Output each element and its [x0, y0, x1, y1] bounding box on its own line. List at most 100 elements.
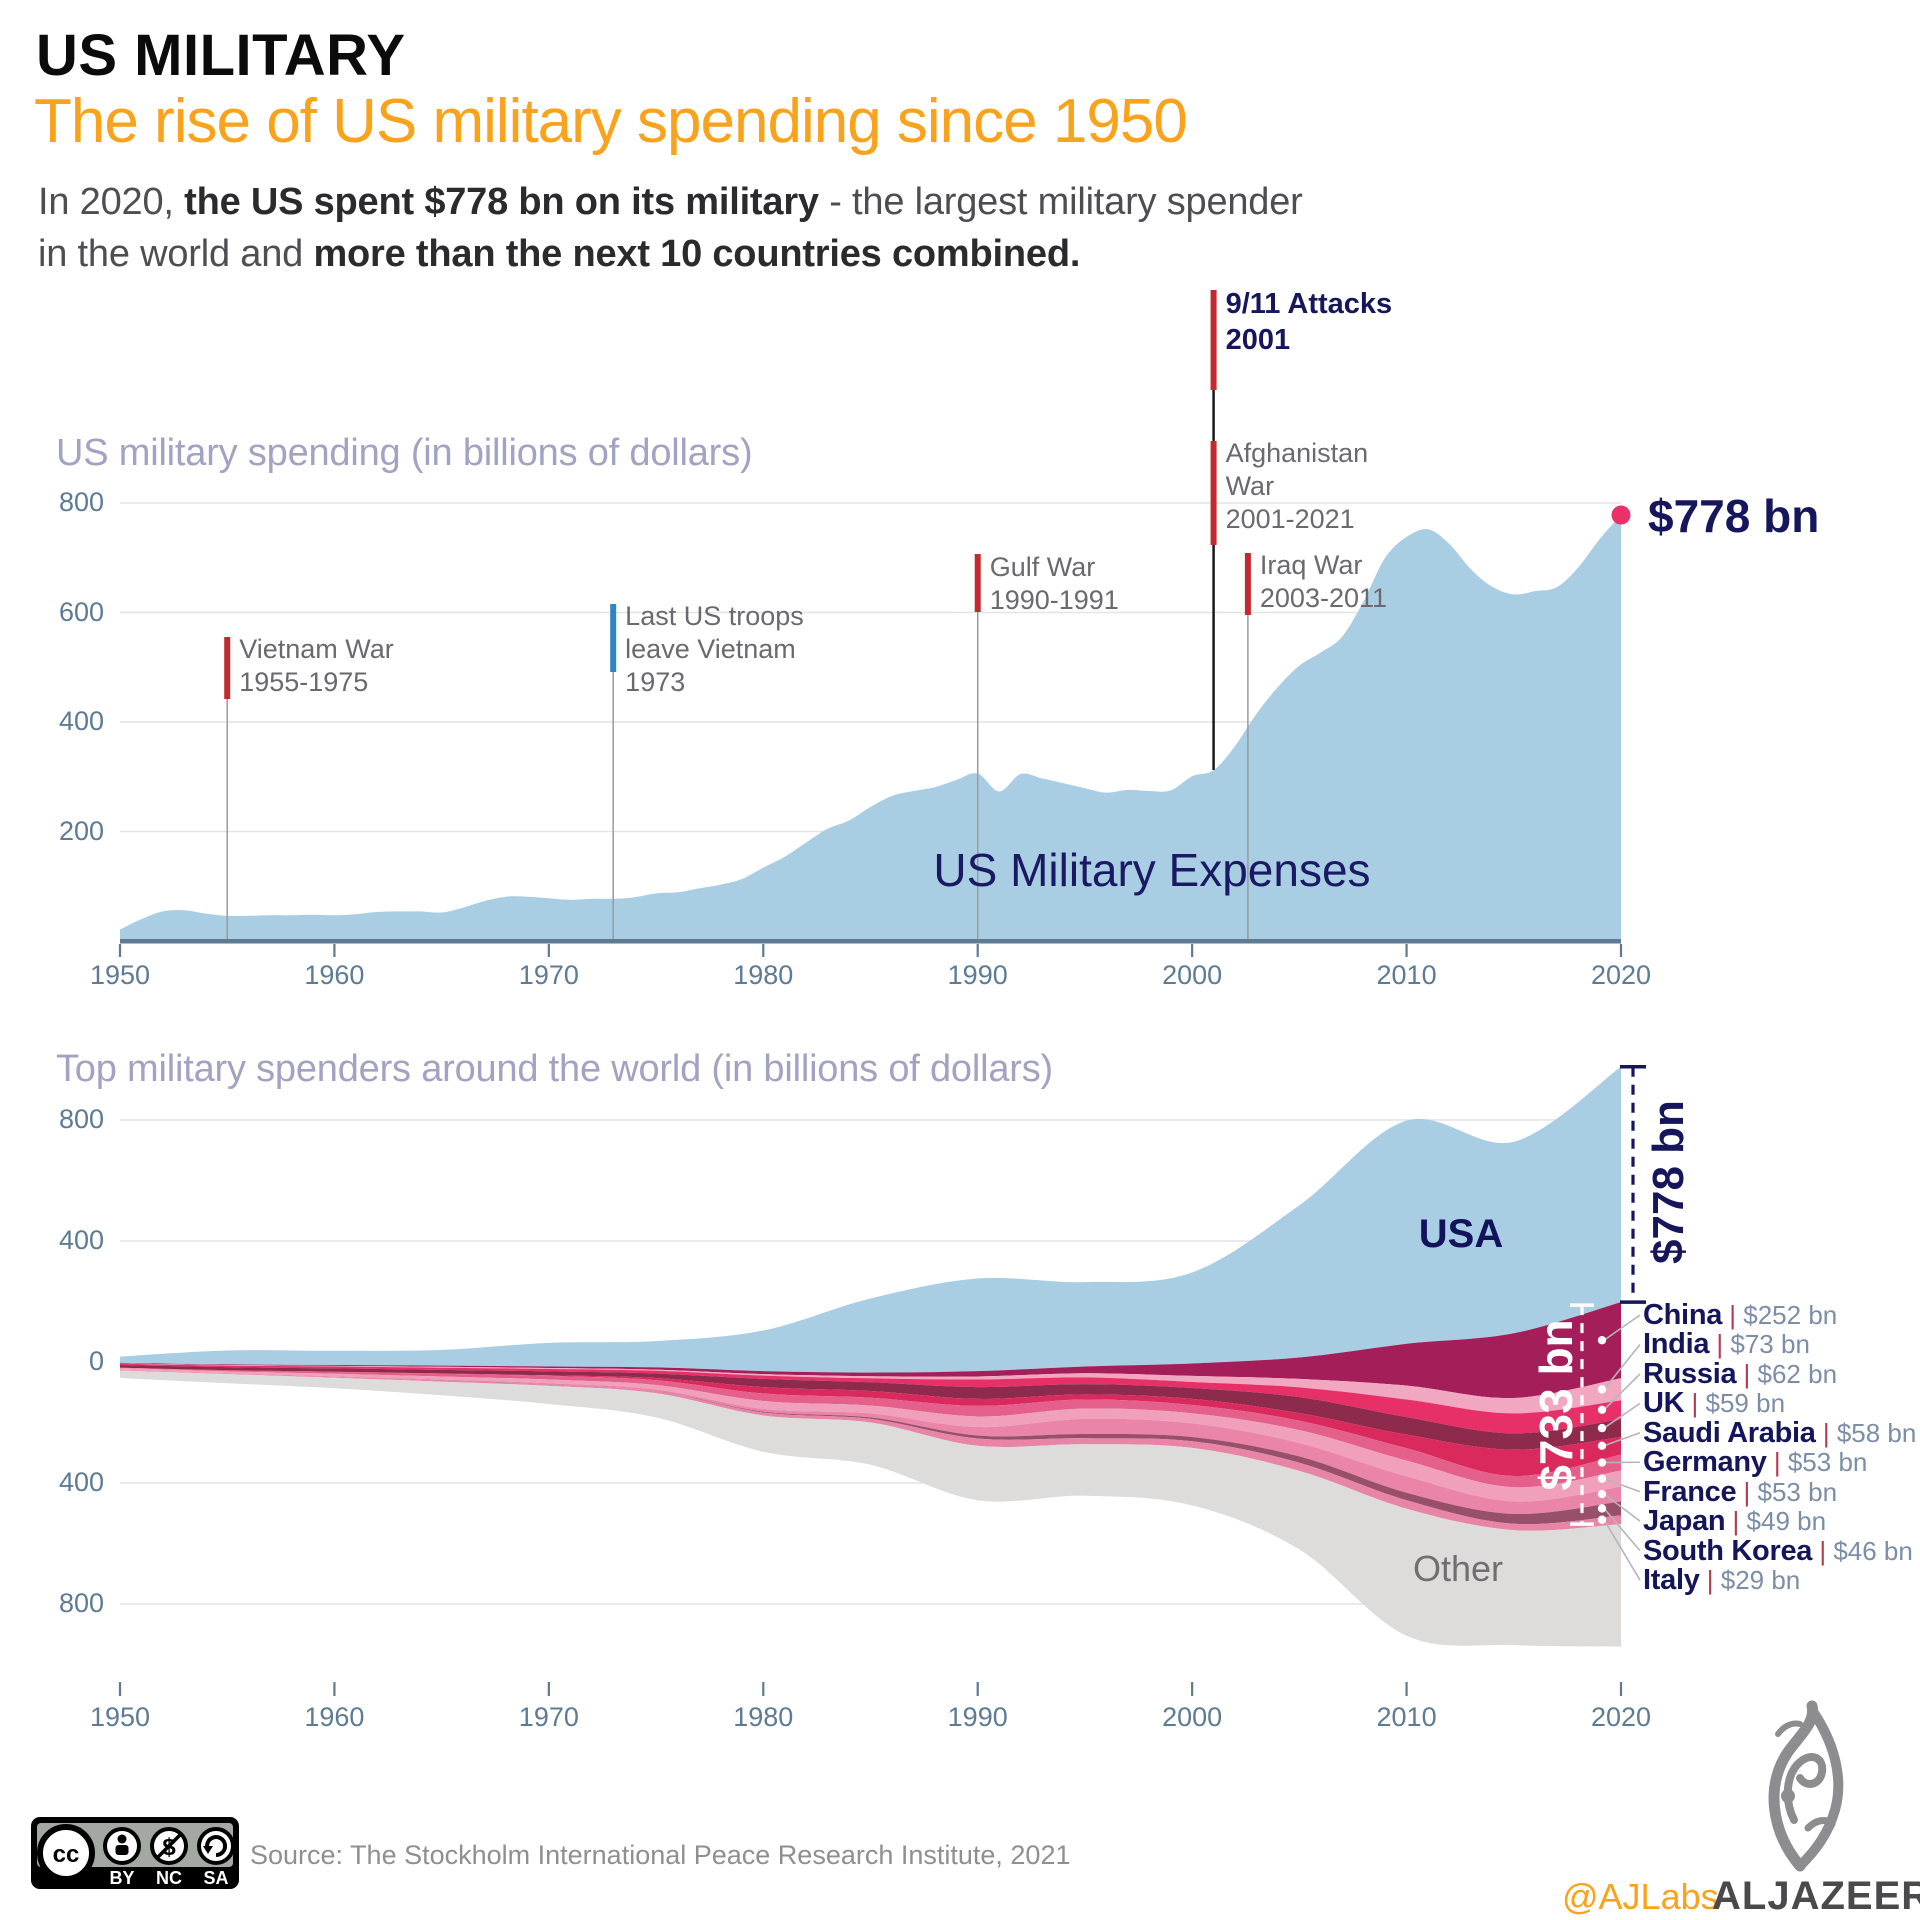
- ajlabs-credit: @AJLabs: [1562, 1876, 1719, 1917]
- chart1-annotation-vietnam-war: Vietnam War 1955-1975: [239, 633, 394, 699]
- separator: |: [1766, 1447, 1788, 1478]
- country-value: $58 bn: [1836, 1417, 1917, 1448]
- country-name: Japan: [1643, 1505, 1726, 1538]
- chart1-x-tick-label: 1960: [304, 960, 365, 990]
- chart1-x-axis: [120, 939, 1621, 944]
- country-value: $46 bn: [1833, 1535, 1913, 1566]
- chart1-y-tick-label: 800: [58, 487, 104, 517]
- chart2-x-tick-label: 1950: [89, 1702, 151, 1732]
- country-name: India: [1643, 1328, 1710, 1361]
- country-name: Saudi Arabia: [1643, 1416, 1816, 1449]
- separator: |: [1725, 1506, 1747, 1537]
- chart2-other-label: Other: [1412, 1548, 1504, 1589]
- chart1-event-tick-troops-leave-vietnam: [610, 604, 617, 672]
- chart1-y-tick-label: 400: [58, 706, 104, 736]
- chart2-y-tick-label: 400: [58, 1467, 104, 1497]
- chart2-next10-bracket-label: $733 bn: [1530, 1319, 1582, 1491]
- chart2-band-france: [120, 1368, 1621, 1502]
- separator: |: [1709, 1329, 1731, 1360]
- page-title: The rise of US military spending since 1…: [34, 87, 1188, 156]
- source-text: Source: The Stockholm International Peac…: [250, 1840, 1071, 1870]
- country-row-china: China | $252 bn: [1643, 1298, 1837, 1332]
- chart1-x-tick-label: 1990: [947, 960, 1008, 990]
- chart2-band-japan: [120, 1369, 1621, 1515]
- chart1-annotation-nine-eleven: 9/11 Attacks 2001: [1226, 286, 1393, 358]
- chart1-event-tick-gulf-war: [974, 554, 981, 612]
- chart1-x-tick-label: 1950: [89, 960, 151, 990]
- chart1-area: [120, 515, 1621, 941]
- cc-nc-label: NC: [156, 1868, 182, 1888]
- cc-by-label: BY: [109, 1868, 134, 1888]
- chart2-band-russia: [120, 1363, 1621, 1434]
- chart2-leader-line: [1603, 1402, 1641, 1429]
- chart2-x-tick-label: 1980: [733, 1702, 794, 1732]
- chart2-leader-line: [1603, 1519, 1641, 1581]
- country-value: $49 bn: [1746, 1506, 1827, 1537]
- country-value: $252 bn: [1743, 1300, 1838, 1330]
- page-subtitle: In 2020, the US spent $778 bn on its mil…: [38, 176, 1303, 280]
- chart2-leader-dot: [1597, 1474, 1607, 1483]
- chart2-band-usa: [120, 1066, 1621, 1373]
- separator: |: [1812, 1535, 1834, 1566]
- chart2-leader-dot: [1597, 1405, 1607, 1414]
- country-name: France: [1643, 1475, 1737, 1508]
- chart1-title: US military spending (in billions of dol…: [56, 432, 753, 474]
- chart2-y-tick-label: 400: [58, 1225, 104, 1255]
- aljazeera-flame-logo-icon: [1768, 1700, 1844, 1872]
- country-row-france: France | $53 bn: [1643, 1475, 1837, 1509]
- chart2-x-tick-label: 2020: [1590, 1702, 1652, 1732]
- chart1-annotation-gulf-war: Gulf War 1990-1991: [990, 551, 1119, 617]
- chart2-band-south-korea: [120, 1369, 1621, 1525]
- chart2-x-tick-label: 1970: [518, 1702, 579, 1732]
- chart2-band-saudi-arabia: [120, 1367, 1621, 1477]
- chart2-leader-dot: [1597, 1489, 1607, 1499]
- cc-sa-label: SA: [203, 1868, 228, 1888]
- country-value: $53 bn: [1757, 1476, 1838, 1507]
- annotation-line: Vietnam War: [239, 634, 394, 664]
- chart2-band-china: [120, 1302, 1621, 1399]
- cc-by-icon: [103, 1827, 141, 1865]
- chart2-leader-line: [1603, 1343, 1641, 1390]
- separator: |: [1684, 1388, 1706, 1419]
- chart1-endpoint-label: $778 bn: [1648, 490, 1820, 542]
- country-value: $73 bn: [1730, 1329, 1810, 1360]
- chart1-event-tick-iraq-war: [1244, 553, 1251, 615]
- annotation-line: Last US troops: [625, 601, 804, 631]
- chart1-x-tick-label: 1970: [518, 960, 579, 990]
- chart1-x-tick-label: 2000: [1162, 960, 1223, 990]
- chart1-annotation-afghanistan-war: Afghanistan War 2001-2021: [1226, 437, 1369, 536]
- separator: |: [1722, 1300, 1744, 1330]
- chart2-leader-line: [1603, 1373, 1641, 1411]
- svg-text:cc: cc: [53, 1841, 80, 1868]
- chart2-leader-dot: [1597, 1458, 1607, 1467]
- chart2-x-tick-label: 1990: [947, 1702, 1008, 1732]
- cc-nc-icon: $: [150, 1827, 188, 1865]
- annotation-line: Iraq War: [1259, 550, 1363, 580]
- chart2-band-germany: [120, 1367, 1621, 1488]
- country-name: Italy: [1643, 1564, 1700, 1597]
- cc-sa-icon: [197, 1827, 235, 1865]
- chart1-y-tick-label: 600: [58, 596, 104, 627]
- annotation-line: 2003-2011: [1259, 583, 1388, 613]
- chart2-leader-line: [1603, 1477, 1641, 1493]
- country-row-saudi-arabia: Saudi Arabia | $58 bn: [1643, 1416, 1916, 1450]
- country-row-japan: Japan | $49 bn: [1643, 1504, 1826, 1538]
- chart2-band-uk: [120, 1365, 1621, 1450]
- cc-license-badge: cc $ BY NC SA: [31, 1817, 239, 1889]
- chart1-event-tick-nine-eleven: [1210, 290, 1217, 390]
- chart2-leader-line: [1603, 1507, 1641, 1552]
- annotation-line: 9/11 Attacks: [1225, 288, 1393, 320]
- chart2-title: Top military spenders around the world (…: [56, 1048, 1053, 1090]
- chart2-leader-line: [1603, 1493, 1641, 1522]
- annotation-line: Gulf War: [989, 552, 1096, 582]
- chart2-leader-line: [1603, 1432, 1641, 1447]
- country-row-russia: Russia | $62 bn: [1643, 1357, 1837, 1391]
- chart1-x-tick-label: 1980: [733, 960, 794, 990]
- chart2-y-tick-label: 0: [88, 1346, 104, 1376]
- chart1-annotation-iraq-war: Iraq War 2003-2011: [1260, 549, 1387, 615]
- chart1-endpoint-dot: [1611, 505, 1631, 525]
- separator: |: [1736, 1476, 1758, 1507]
- chart2-y-tick-label: 800: [58, 1104, 104, 1134]
- chart2-leader-dot: [1597, 1441, 1607, 1450]
